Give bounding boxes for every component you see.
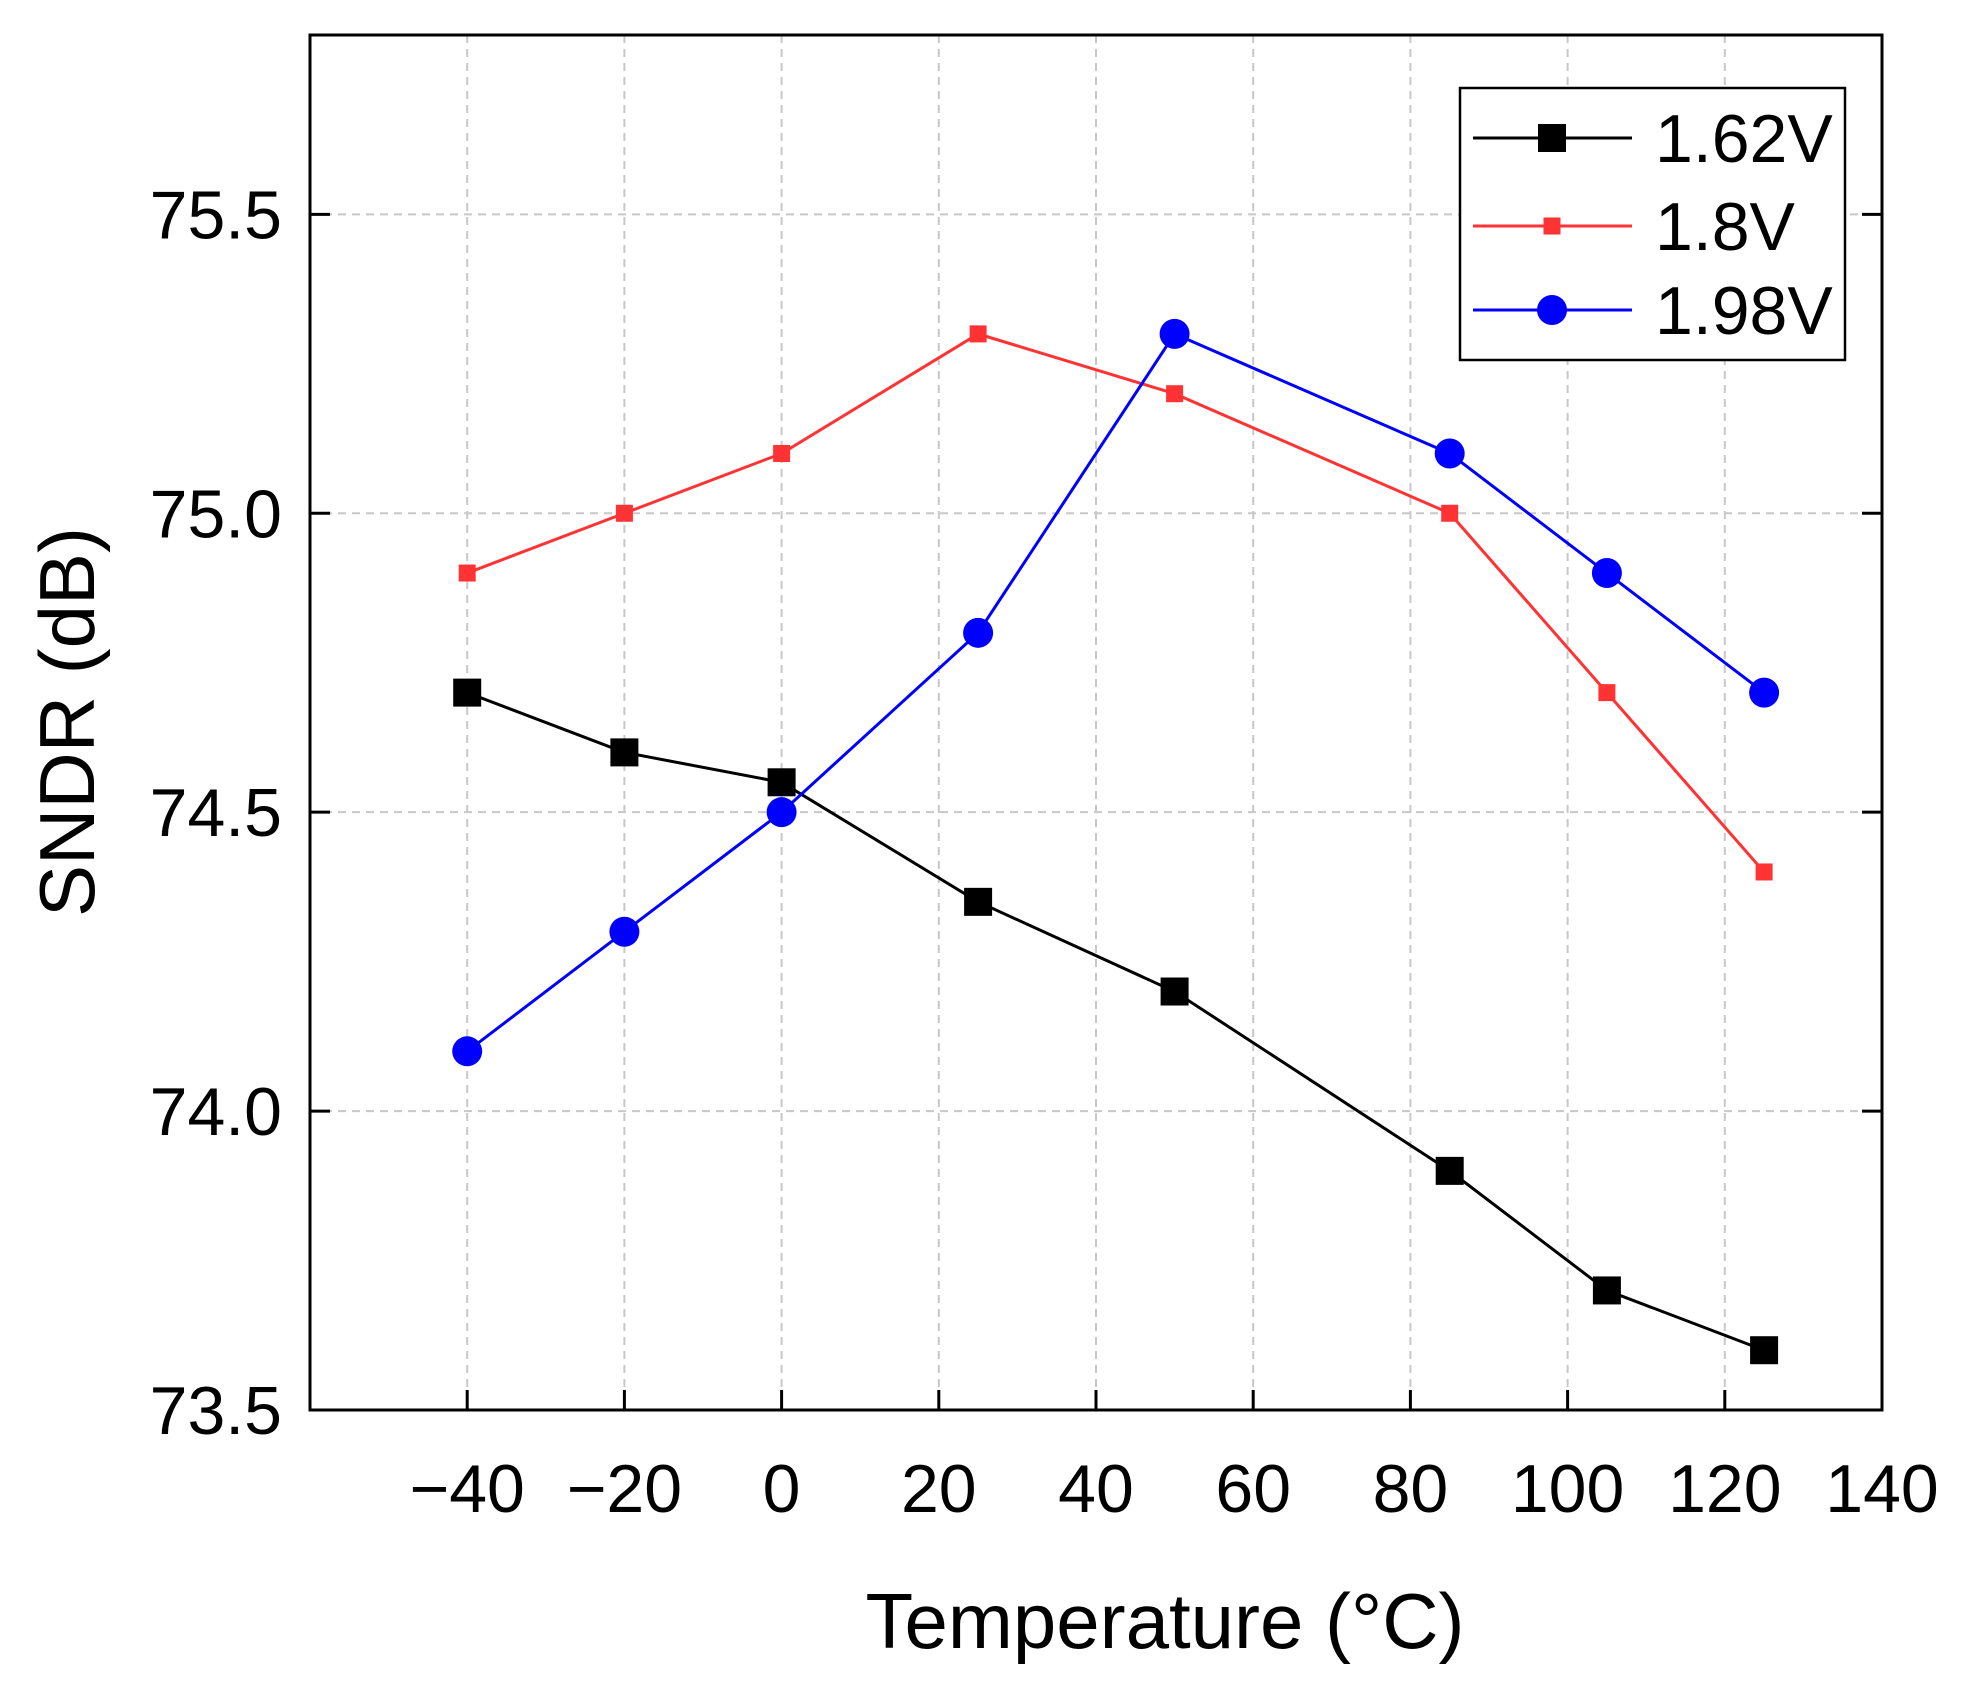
data-point	[1592, 1276, 1621, 1305]
data-point	[610, 738, 639, 767]
y-tick-label: 75.0	[150, 476, 282, 552]
data-point	[1160, 977, 1189, 1006]
data-point	[452, 1036, 483, 1067]
data-point	[1755, 863, 1773, 881]
x-tick-label: −20	[567, 1451, 682, 1527]
series-1.62V	[453, 678, 1779, 1365]
legend-marker	[1538, 124, 1566, 152]
data-point	[766, 797, 797, 828]
legend-label: 1.62V	[1655, 101, 1833, 177]
series-1.98V	[452, 318, 1780, 1067]
x-tick-label: 40	[1058, 1451, 1134, 1527]
data-point	[969, 325, 987, 343]
axis-ticks	[310, 212, 1884, 1412]
data-point	[1435, 1156, 1464, 1185]
data-point	[1166, 385, 1184, 403]
data-point	[615, 504, 633, 522]
legend-item: 1.62V	[1473, 101, 1833, 177]
legend-marker	[1543, 217, 1561, 235]
data-point	[609, 916, 640, 947]
data-point	[1591, 558, 1622, 589]
data-point	[1159, 318, 1190, 349]
x-tick-label: 80	[1373, 1451, 1449, 1527]
x-tick-label: 120	[1668, 1451, 1781, 1527]
legend-label: 1.98V	[1655, 273, 1833, 349]
data-point	[1750, 1336, 1779, 1365]
data-point	[963, 617, 994, 648]
data-point	[1441, 504, 1459, 522]
x-tick-label: 0	[763, 1451, 801, 1527]
series-1.8V	[458, 325, 1773, 881]
data-series	[452, 318, 1780, 1365]
data-point	[453, 678, 482, 707]
data-point	[458, 564, 476, 582]
data-point	[1749, 677, 1780, 708]
data-point	[964, 887, 993, 916]
legend-item: 1.98V	[1473, 273, 1833, 349]
x-tick-label: −40	[410, 1451, 525, 1527]
legend-label: 1.8V	[1655, 189, 1796, 265]
legend: 1.62V 1.8V 1.98V	[1458, 86, 1847, 362]
data-point	[1598, 684, 1616, 702]
data-point	[1434, 438, 1465, 469]
legend-box	[1458, 86, 1847, 362]
x-tick-label: 60	[1215, 1451, 1291, 1527]
legend-marker	[1537, 295, 1567, 325]
x-tick-label: 140	[1825, 1451, 1938, 1527]
y-tick-label: 75.5	[150, 177, 282, 253]
series-line	[466, 332, 1766, 1053]
series-line	[466, 332, 1766, 873]
x-tick-label: 100	[1511, 1451, 1624, 1527]
y-tick-label: 74.5	[150, 775, 282, 851]
series-line	[466, 691, 1765, 1352]
axis-tick-labels: −40 −20 0 20 40 60 80 100 120 140 73.5 74.0 74.5 75.0…	[150, 177, 1939, 1527]
y-tick-label: 74.0	[150, 1074, 282, 1150]
y-tick-label: 73.5	[150, 1373, 282, 1449]
data-point	[767, 768, 796, 797]
legend-item: 1.8V	[1473, 189, 1796, 265]
legend-items: 1.62V 1.8V 1.98V	[1473, 101, 1833, 349]
x-axis-title: Temperature (°C)	[865, 1577, 1464, 1665]
y-axis-title: SNDR (dB)	[23, 527, 111, 917]
data-point	[773, 444, 791, 462]
x-tick-label: 20	[901, 1451, 977, 1527]
